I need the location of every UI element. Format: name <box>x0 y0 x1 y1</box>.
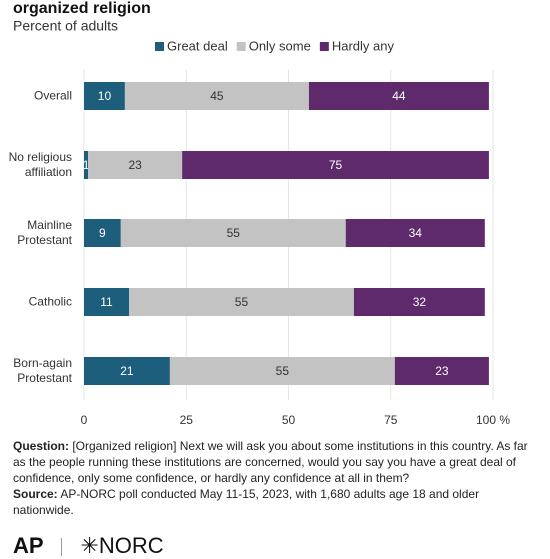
category-label: No religious affiliation <box>8 150 72 179</box>
logos: AP ✳NORC <box>13 533 164 559</box>
category-label: Mainline Protestant <box>17 218 72 247</box>
bar-segment <box>84 288 129 316</box>
legend-label: Hardly any <box>332 38 395 53</box>
value-label: 32 <box>413 295 427 309</box>
bar-segment <box>84 219 121 247</box>
bar-segment <box>182 151 489 179</box>
bar-segment <box>124 82 309 110</box>
x-tick-label: 100 % <box>476 413 510 427</box>
x-tick-label: 25 <box>180 413 194 427</box>
category-label: Catholic <box>28 294 72 309</box>
value-label: 55 <box>276 364 290 378</box>
x-tick-label: 0 <box>81 413 88 427</box>
value-label: 45 <box>210 89 224 103</box>
value-label: 9 <box>99 226 106 240</box>
source: AP-NORC poll conducted May 11-15, 2023, … <box>13 487 480 517</box>
chart: organized religion Percent of adults Gre… <box>13 0 510 427</box>
value-label: 21 <box>120 364 134 378</box>
value-label: 11 <box>100 295 113 309</box>
bar-segment <box>394 357 489 385</box>
bar-segment <box>84 357 170 385</box>
legend-label: Great deal <box>167 38 228 53</box>
category-label: Overall <box>33 88 72 103</box>
x-tick-label: 50 <box>282 413 296 427</box>
bar-segment <box>308 82 489 110</box>
question: [Organized religion] Next we will ask yo… <box>13 439 528 485</box>
value-label: 23 <box>128 158 142 172</box>
value-label: 23 <box>435 364 449 378</box>
legend-swatch <box>319 42 329 51</box>
value-label: 55 <box>235 295 249 309</box>
x-tick-label: 75 <box>384 413 398 427</box>
value-label: 1 <box>83 158 90 172</box>
bar-segment <box>84 151 89 179</box>
value-label: 44 <box>392 89 406 103</box>
chart-subtitle: Percent of adults <box>13 18 118 34</box>
notes: Question: [Organized religion] Next we w… <box>13 438 537 518</box>
value-label: 75 <box>329 158 343 172</box>
logo-norc: NORC <box>98 533 164 558</box>
source-label: Source: <box>13 487 58 501</box>
bar-segment <box>88 151 183 179</box>
bar-segment <box>128 288 354 316</box>
value-label: 55 <box>227 226 241 240</box>
category-label: Born-again Protestant <box>13 356 72 385</box>
bar-segment <box>120 219 346 247</box>
bar-segment <box>84 82 125 110</box>
bar-segment <box>353 288 485 316</box>
logo-ap: AP <box>13 533 44 558</box>
legend-swatch <box>155 42 164 51</box>
divider <box>61 538 63 557</box>
bar-segment <box>345 219 485 247</box>
value-label: 34 <box>409 226 423 240</box>
chart-title: organized religion <box>13 0 151 17</box>
value-label: 10 <box>98 89 112 103</box>
legend-swatch <box>236 42 246 51</box>
logo-star: ✳ <box>80 533 99 558</box>
bar-segment <box>169 357 395 385</box>
question-label: Question: <box>13 439 69 453</box>
legend-label: Only some <box>249 38 311 53</box>
